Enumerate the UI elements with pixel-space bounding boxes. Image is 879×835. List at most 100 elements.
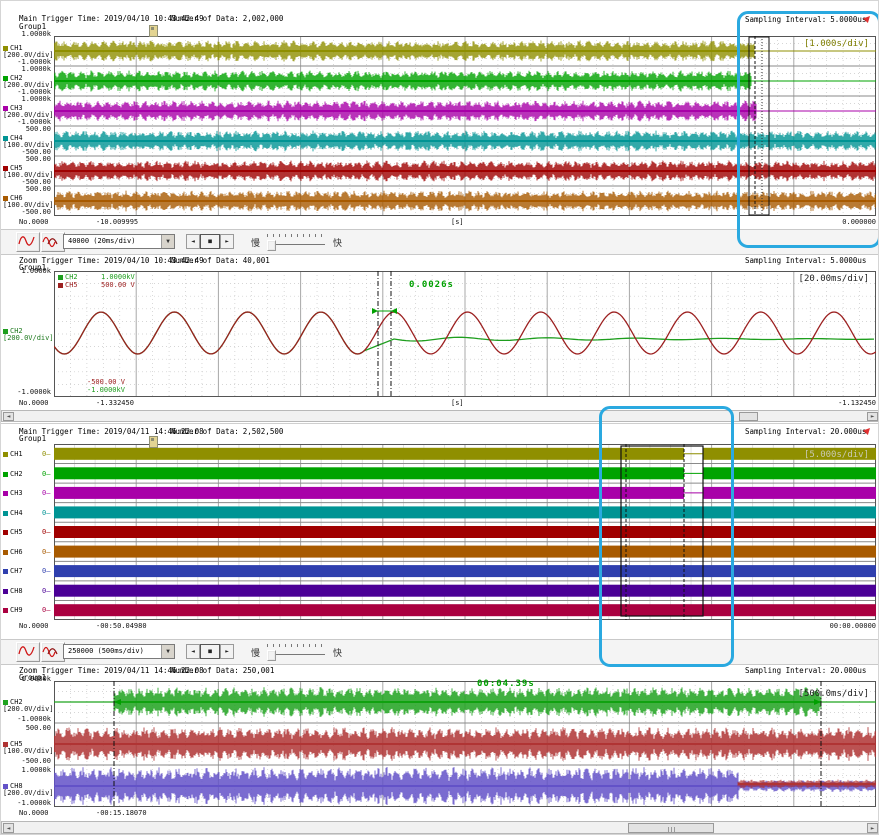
zoom1-plot[interactable] xyxy=(54,271,876,397)
scroll-left-arrow-icon[interactable]: ◄ xyxy=(3,412,14,421)
zoom1-legend-ch2: CH2 xyxy=(58,273,78,281)
zoom2-ch8-bottom-scale: -1.0000k xyxy=(17,799,51,807)
zoom1-ch2-swatch xyxy=(3,328,8,334)
speed-slider-thumb-1[interactable] xyxy=(267,240,276,251)
zoom1-legend-ch5-value: 500.00 V xyxy=(101,281,135,289)
play-back-button-1[interactable]: ◄ xyxy=(186,234,200,249)
zoom1-num-data: Number of Data: 40,001 xyxy=(171,256,270,265)
main2-ch2-name: CH2 xyxy=(3,470,23,478)
play-forward-button-2[interactable]: ► xyxy=(220,644,234,659)
main2-plot[interactable] xyxy=(54,444,876,620)
zoom2-ch2-vdiv: [200.0V/div] xyxy=(3,705,54,713)
zoom1-trigger-time: Zoom Trigger Time: 2019/04/10 10:43:42.49 xyxy=(19,256,204,265)
speed-slow-label-1: 慢 xyxy=(251,239,261,249)
single-waveform-view-button-2[interactable] xyxy=(16,642,40,662)
zoom2-scrollbar[interactable]: ◄ ► xyxy=(1,821,878,834)
zoom2-scrollbar-thumb[interactable] xyxy=(628,823,714,833)
speed-fast-label-1: 快 xyxy=(333,239,343,249)
zoom1-top-scale: 1.0000k xyxy=(21,267,51,275)
main2-ch1-name: CH1 xyxy=(3,450,23,458)
zoom1-legend-bottom-green: -1.0000kV xyxy=(87,386,125,394)
main1-ch1-name: CH1 xyxy=(3,44,23,52)
main1-ch2-top-scale: 1.0000k xyxy=(21,65,51,73)
main1-ch6-name: CH6 xyxy=(3,194,23,202)
combobox-dropdown-arrow-icon-2[interactable]: ▼ xyxy=(161,645,174,658)
speed-fast-label-2: 快 xyxy=(333,649,343,659)
zoom1-legend-ch2-value: 1.0000kV xyxy=(101,273,135,281)
sine-icon-2 xyxy=(18,646,35,656)
zoom1-scrollbar[interactable]: ◄ ► xyxy=(1,410,878,422)
main2-ch9-name: CH9 xyxy=(3,606,23,614)
speed-slider-thumb-2[interactable] xyxy=(267,650,276,661)
ch5-color-swatch xyxy=(3,165,8,171)
stop-button-1[interactable]: ■ xyxy=(200,234,220,249)
main1-ch4-vdiv: [100.0V/div] xyxy=(3,141,54,149)
zoom2-ch2-bottom-scale: -1.0000k xyxy=(17,715,51,723)
zoom1-div-label: [20.00ms/div] xyxy=(798,274,869,284)
play-forward-button-1[interactable]: ► xyxy=(220,234,234,249)
scroll-right-arrow-icon-2[interactable]: ► xyxy=(867,823,878,833)
main1-ch2-vdiv: [200.0V/div] xyxy=(3,81,54,89)
main2-trigger-time: Main Trigger Time: 2019/04/11 14:46:22.08 xyxy=(19,427,204,436)
main2-ch7-zero-marker: 0– xyxy=(42,567,51,575)
double-sine-icon xyxy=(42,236,58,248)
trigger-marker-icon-2 xyxy=(149,436,158,448)
zoom2-plot[interactable] xyxy=(54,681,876,807)
zoom2-ch8-vdiv: [200.0V/div] xyxy=(3,789,54,797)
zoom1-scrollbar-thumb[interactable] xyxy=(739,412,758,421)
single-waveform-view-button[interactable] xyxy=(16,232,40,252)
main2-num-data: Number of Data: 2,502,500 xyxy=(171,427,284,436)
main1-ch2-name: CH2 xyxy=(3,74,23,82)
main1-ch3-top-scale: 1.0000k xyxy=(21,95,51,103)
ch3-color-swatch xyxy=(3,105,8,111)
main2-ch5-zero-marker: 0– xyxy=(42,528,51,536)
main2-ch9-zero-marker: 0– xyxy=(42,606,51,614)
main1-num-data: Number of Data: 2,002,000 xyxy=(171,14,284,23)
ch6-color-swatch xyxy=(3,195,8,201)
zoom1-ch-vdiv: [200.0V/div] xyxy=(3,334,54,342)
main1-div-label: [1.000s/div] xyxy=(803,39,869,49)
zoom2-ch2-top-scale: 1.0000k xyxy=(21,675,51,683)
zoom1-sampling-interval: Sampling Interval: 5.0000us xyxy=(745,256,867,265)
scroll-left-arrow-icon-2[interactable]: ◄ xyxy=(3,823,14,833)
zoom2-ch5-top-scale: 500.00 xyxy=(25,724,51,732)
sine-icon xyxy=(18,236,35,246)
main2-ch6-zero-marker: 0– xyxy=(42,548,51,556)
zoom1-legend-ch5: CH5 xyxy=(58,281,78,289)
stop-button-2[interactable]: ■ xyxy=(200,644,220,659)
zoom2-ch5-vdiv: [100.0V/div] xyxy=(3,747,54,755)
zoom1-bottom-scale: -1.0000k xyxy=(17,388,51,396)
main1-ch3-vdiv: [200.0V/div] xyxy=(3,111,54,119)
main1-x-left: -10.009995 xyxy=(96,218,139,226)
main1-plot[interactable] xyxy=(54,36,876,216)
trigger-marker-icon xyxy=(149,25,158,37)
zoom-range-value-2: 250000 (500ms/div) xyxy=(68,647,144,655)
main2-x-right: 00:00.00000 xyxy=(829,622,876,630)
main1-sampling-interval: Sampling Interval: 5.0000us xyxy=(745,15,867,24)
play-back-button-2[interactable]: ◄ xyxy=(186,644,200,659)
main1-ch5-vdiv: [100.0V/div] xyxy=(3,171,54,179)
zoom-range-combobox-1[interactable]: 40000 (20ms/div) ▼ xyxy=(63,234,175,249)
zoom2-ch8-top-scale: 1.0000k xyxy=(21,766,51,774)
zoom-range-combobox-2[interactable]: 250000 (500ms/div) ▼ xyxy=(63,644,175,659)
double-sine-icon-2 xyxy=(42,646,58,658)
ch4-color-swatch xyxy=(3,135,8,141)
zoom1-legend-bottom-red: -500.00 V xyxy=(87,378,125,386)
main2-ch5-name: CH5 xyxy=(3,528,23,536)
ch2-color-swatch xyxy=(3,75,8,81)
main2-no-label: No.0000 xyxy=(19,622,49,630)
zoom1-ch-name: CH2 xyxy=(3,327,23,335)
combobox-dropdown-arrow-icon[interactable]: ▼ xyxy=(161,235,174,248)
scroll-right-arrow-icon[interactable]: ► xyxy=(867,412,878,421)
zoom-waveform-view-button[interactable] xyxy=(41,232,65,252)
zoom2-ch5-bottom-scale: -500.00 xyxy=(21,757,51,765)
main2-ch1-zero-marker: 0– xyxy=(42,450,51,458)
zoom2-num-data: Number of Data: 250,001 xyxy=(171,666,275,675)
cursor-delta-annotation-1: 0.0026s xyxy=(409,280,454,290)
zoom-waveform-view-button-2[interactable] xyxy=(41,642,65,662)
ch1-color-swatch xyxy=(3,45,8,51)
main1-x-unit: [s] xyxy=(451,218,464,226)
main1-ch4-name: CH4 xyxy=(3,134,23,142)
zoom2-no-label: No.0000 xyxy=(19,809,49,817)
